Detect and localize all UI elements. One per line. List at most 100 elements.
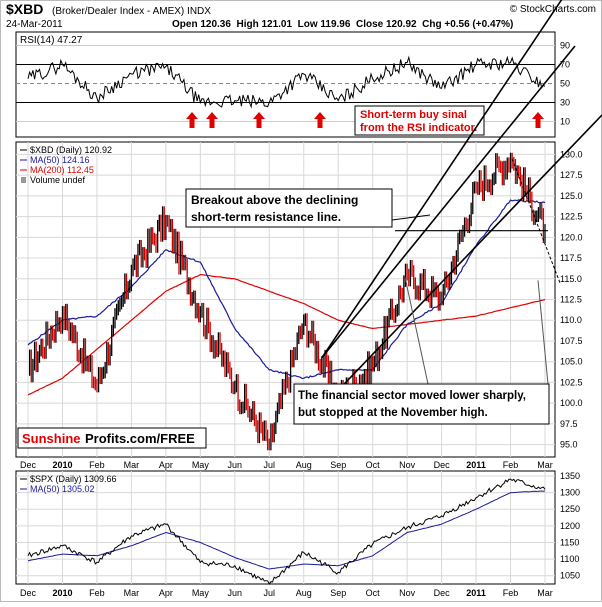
rsi-tick-label: 10 xyxy=(560,117,570,127)
month-tick-label: Sep xyxy=(330,460,346,470)
legend-ma50: MA(50) 124.16 xyxy=(30,155,90,165)
price-tick-label: 107.5 xyxy=(560,336,583,346)
price-tick-label: 112.5 xyxy=(560,295,582,305)
month-tick-label: Feb xyxy=(503,588,519,598)
symbol-name: (Broker/Dealer Index - AMEX) INDX xyxy=(52,6,211,17)
month-tick-label: Dec xyxy=(434,588,451,598)
buy-signal-arrow xyxy=(532,112,544,128)
price-legend: $XBD (Daily) 120.92 MA(50) 124.16 MA(200… xyxy=(20,145,112,185)
price-tick-label: 120.0 xyxy=(560,232,583,242)
price-tick-label: 122.5 xyxy=(560,212,583,222)
buy-signal-arrow xyxy=(314,112,326,128)
price-tick-label: 110.0 xyxy=(560,315,582,325)
price-tick-label: 115.0 xyxy=(560,274,582,284)
month-tick-label: Jun xyxy=(228,588,243,598)
month-tick-label: Aug xyxy=(296,460,312,470)
watermark-sunshine: Sunshine xyxy=(22,431,81,446)
breakout-callout: Breakout above the declining short-term … xyxy=(185,188,393,228)
price-tick-label: 117.5 xyxy=(560,253,582,263)
month-tick-label: Dec xyxy=(20,588,37,598)
price-tick-label: 125.0 xyxy=(560,191,583,201)
watermark: Sunshine Profits.com/FREE xyxy=(17,427,207,449)
month-tick-label: May xyxy=(192,460,210,470)
chart-date: 24-Mar-2011 xyxy=(6,19,63,30)
rsi-panel: RSI(14) 47.27 90 70 50 30 10 Short-term buy … xyxy=(15,31,570,138)
month-tick-label: Nov xyxy=(399,460,416,470)
spx-line xyxy=(27,478,546,585)
spx-tick-label: 1100 xyxy=(560,554,579,564)
month-tick-label: Oct xyxy=(366,460,381,470)
rsi-callout-line1: Short-term buy sinal xyxy=(360,109,467,121)
chart-header: $XBD (Broker/Dealer Index - AMEX) INDX ©… xyxy=(6,1,596,30)
ohlc-readout: Open 120.36 High 121.01 Low 119.96 Close… xyxy=(172,19,513,30)
buy-signal-arrow xyxy=(186,112,198,128)
price-tick-label: 95.0 xyxy=(560,440,578,450)
month-tick-label: Aug xyxy=(296,588,312,598)
rsi-line xyxy=(27,55,546,109)
rsi-legend: RSI(14) 47.27 xyxy=(20,35,83,46)
channel-upper-line xyxy=(321,0,563,358)
legend-xbd: $XBD (Daily) 120.92 xyxy=(30,145,112,155)
price-panel: 130.0 127.5 125.0 122.5 120.0 117.5 115.0 112.5… xyxy=(15,0,602,458)
month-tick-label: Oct xyxy=(366,588,381,598)
rsi-callout-line2: from the RSI indicator. xyxy=(360,122,477,134)
financial-pointer-b xyxy=(537,280,549,385)
month-tick-label: Feb xyxy=(89,460,105,470)
chart-credit: © StockCharts.com xyxy=(510,4,596,15)
spx-legend: $SPX (Daily) 1309.66 xyxy=(30,474,117,484)
spx-tick-label: 1350 xyxy=(560,471,580,481)
breakout-callout-line2: short-term resistance line. xyxy=(191,210,341,224)
month-tick-label: Apr xyxy=(159,460,173,470)
declining-resistance-line xyxy=(511,158,561,284)
spx-tick-label: 1200 xyxy=(560,521,580,531)
spx-tick-label: 1050 xyxy=(560,571,580,581)
month-axis-spx: Dec 2010 Feb Mar Apr May Jun Jul Aug Sep Oct Nov Dec… xyxy=(20,588,553,598)
month-tick-label: Dec xyxy=(434,460,451,470)
rsi-tick-label: 70 xyxy=(560,60,570,70)
month-tick-label: 2010 xyxy=(52,460,72,470)
month-tick-label: 2011 xyxy=(466,588,486,598)
spx-tick-label: 1150 xyxy=(560,537,579,547)
month-tick-label: Mar xyxy=(537,588,553,598)
price-tick-label: 130.0 xyxy=(560,149,583,159)
channel-upper-line-ext xyxy=(321,45,576,359)
price-tick-label: 105.0 xyxy=(560,357,583,367)
month-tick-label: Dec xyxy=(20,460,37,470)
month-tick-label: Jun xyxy=(228,460,243,470)
spx-tick-label: 1250 xyxy=(560,504,580,514)
month-tick-label: Feb xyxy=(89,588,105,598)
month-tick-label: Mar xyxy=(124,588,140,598)
month-tick-label: 2011 xyxy=(466,460,486,470)
spx-panel: 1350 1300 1250 1200 1150 1100 1050 $SPX (Daily… xyxy=(15,470,580,585)
symbol-title: $XBD xyxy=(6,1,43,17)
legend-volume: Volume undef xyxy=(30,175,86,185)
month-axis-price: Dec 2010 Feb Mar Apr May Jun Jul Aug Sep Oct Nov Dec… xyxy=(20,460,553,470)
financial-callout: The financial sector moved lower sharply… xyxy=(293,383,550,425)
spx-ma50-line xyxy=(27,490,546,570)
buy-signal-arrow xyxy=(253,112,265,128)
channel-lower-line xyxy=(309,114,602,421)
price-tick-label: 127.5 xyxy=(560,170,583,180)
month-tick-label: 2010 xyxy=(52,588,72,598)
financial-pointer-a xyxy=(404,277,429,385)
financial-callout-line1: The financial sector moved lower sharply… xyxy=(298,390,526,402)
price-tick-label: 97.5 xyxy=(560,419,578,429)
breakout-callout-line1: Breakout above the declining xyxy=(191,193,358,207)
month-tick-label: Jul xyxy=(264,588,276,598)
month-tick-label: Mar xyxy=(124,460,140,470)
watermark-profits: Profits.com/FREE xyxy=(85,431,195,446)
financial-callout-line2: but stopped at the November high. xyxy=(298,407,488,419)
rsi-tick-label: 90 xyxy=(560,41,570,51)
rsi-tick-label: 50 xyxy=(560,79,570,89)
legend-ma200: MA(200) 112.45 xyxy=(30,165,94,175)
month-tick-label: Feb xyxy=(503,460,519,470)
month-tick-label: Apr xyxy=(159,588,173,598)
month-tick-label: Nov xyxy=(399,588,416,598)
breakout-pointer xyxy=(391,214,431,221)
price-tick-label: 102.5 xyxy=(560,377,583,387)
ma200-line xyxy=(27,273,546,396)
buy-signal-arrow xyxy=(206,112,218,128)
month-tick-label: Sep xyxy=(330,588,346,598)
